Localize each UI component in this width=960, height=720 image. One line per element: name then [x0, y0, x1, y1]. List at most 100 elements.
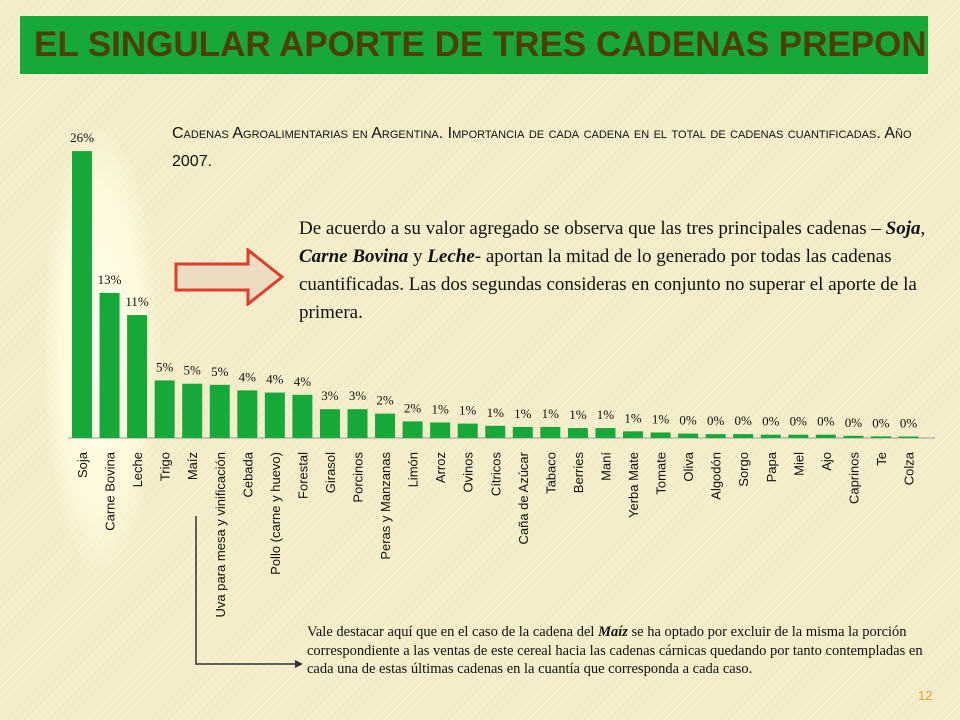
data-label-20: 1% [624, 410, 642, 425]
data-label-26: 0% [790, 414, 808, 429]
category-label-15: Cítricos [488, 452, 503, 497]
bar-11 [375, 413, 396, 438]
category-label-3: Trigo [158, 452, 173, 481]
category-label-1: Carne Bovina [103, 451, 118, 531]
category-label-16: Caña de Azúcar [516, 451, 531, 544]
bar-30 [898, 436, 919, 438]
category-label-9: Girasol [323, 452, 338, 493]
main-text-sep: , [920, 218, 926, 239]
bar-6 [237, 390, 258, 438]
data-label-0: 26% [70, 130, 94, 145]
bar-8 [292, 394, 313, 438]
category-label-30: Colza [902, 451, 917, 485]
note-part1: Vale destacar aquí que en el caso de la … [307, 624, 599, 640]
bar-9 [319, 409, 340, 438]
category-label-8: Forestal [295, 452, 310, 499]
category-label-14: Ovinos [461, 452, 476, 493]
bar-5 [209, 384, 230, 438]
bar-28 [843, 435, 864, 438]
bar-14 [457, 423, 478, 438]
category-label-23: Algodón [709, 452, 724, 500]
data-label-9: 3% [321, 388, 339, 403]
bar-26 [788, 434, 809, 438]
bar-10 [347, 409, 368, 438]
main-text-part1: De acuerdo a su valor agregado se observ… [299, 218, 886, 239]
category-label-20: Yerba Mate [626, 452, 641, 518]
slide-title: El singular aporte de tres cadenas prepo… [20, 16, 928, 74]
category-label-2: Leche [130, 452, 145, 487]
data-label-6: 4% [239, 369, 257, 384]
main-text-leche: Leche [427, 246, 475, 267]
category-label-29: Te [874, 452, 889, 466]
bar-4 [182, 383, 203, 438]
category-label-21: Tomate [654, 452, 669, 495]
main-text-carne: Carne Bovina [299, 246, 409, 267]
category-label-27: Ajo [819, 452, 834, 471]
data-label-4: 5% [184, 363, 202, 378]
bar-13 [430, 422, 451, 438]
data-label-12: 2% [404, 400, 422, 415]
note-connector-arrow [195, 516, 303, 668]
category-label-25: Papa [764, 451, 779, 482]
page-number: 12 [918, 688, 933, 703]
category-label-5: Uva para mesa y vinificación [213, 452, 228, 617]
main-text-and: y [408, 246, 428, 267]
main-paragraph: De acuerdo a su valor agregado se observ… [299, 215, 949, 327]
category-label-6: Cebada [240, 451, 255, 497]
bar-21 [650, 432, 671, 438]
bar-25 [760, 434, 781, 438]
note-maiz: Maíz [598, 624, 628, 640]
main-text-part2: - aportan la mitad de lo generado por to… [299, 246, 917, 323]
category-label-26: Miel [791, 452, 806, 476]
bar-3 [154, 380, 175, 438]
bar-17 [540, 426, 561, 438]
category-label-28: Caprinos [846, 452, 861, 505]
category-label-17: Tabaco [543, 452, 558, 494]
bar-24 [733, 434, 754, 438]
bar-19 [595, 428, 616, 438]
data-label-27: 0% [817, 414, 835, 429]
bar-22 [678, 433, 699, 438]
right-arrow-icon [174, 248, 285, 306]
data-label-14: 1% [459, 403, 477, 418]
bar-23 [705, 434, 726, 438]
bar-1 [99, 292, 120, 438]
data-label-30: 0% [900, 416, 918, 431]
footnote: Vale destacar aquí que en el caso de la … [307, 623, 952, 679]
category-label-4: Maíz [185, 452, 200, 480]
data-label-15: 1% [487, 405, 505, 420]
data-label-18: 1% [569, 407, 587, 422]
data-label-5: 5% [211, 364, 229, 379]
data-label-7: 4% [266, 372, 284, 387]
data-label-22: 0% [679, 413, 697, 428]
data-label-2: 11% [125, 294, 149, 309]
bar-12 [402, 421, 423, 438]
data-label-3: 5% [156, 359, 174, 374]
bar-29 [870, 436, 891, 438]
data-label-29: 0% [872, 415, 890, 430]
data-label-21: 1% [652, 411, 670, 426]
data-label-25: 0% [762, 414, 780, 429]
bar-20 [623, 431, 643, 438]
data-label-19: 1% [597, 407, 615, 422]
bar-15 [485, 425, 506, 438]
bar-0 [72, 151, 92, 438]
main-text-soja: Soja [885, 218, 921, 239]
bar-27 [815, 434, 836, 438]
bar-18 [567, 428, 588, 438]
category-label-19: Maní [598, 452, 613, 481]
category-label-24: Sorgo [736, 452, 751, 487]
category-label-7: Pollo (carne y huevo) [268, 452, 283, 575]
category-label-18: Berries [571, 452, 586, 494]
bar-2 [127, 315, 148, 438]
data-label-23: 0% [707, 413, 725, 428]
bar-16 [512, 426, 533, 438]
category-label-12: Limón [406, 452, 421, 487]
note-part2: se ha optado por excluir de la misma la … [307, 624, 923, 677]
data-label-10: 3% [349, 388, 367, 403]
data-label-16: 1% [514, 406, 532, 421]
data-label-24: 0% [735, 413, 753, 428]
data-label-11: 2% [376, 393, 394, 408]
